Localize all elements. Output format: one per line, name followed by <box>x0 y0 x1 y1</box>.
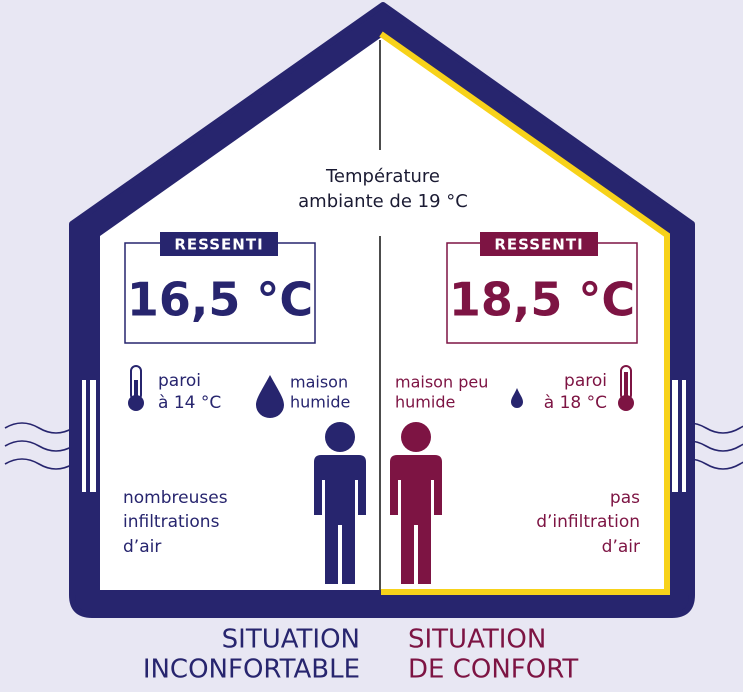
wall-temperature: à 14 °C <box>158 393 221 413</box>
wall-temperature: à 18 °C <box>544 393 607 413</box>
situation-label: SITUATION <box>408 625 546 655</box>
infographic: Température ambiante de 19 °C RESSENTI 1… <box>0 0 743 692</box>
window-right-frame <box>678 380 682 492</box>
thermometer-icon <box>128 366 144 411</box>
wall-temperature: paroi <box>158 371 201 391</box>
humidity: maison peu <box>395 373 488 392</box>
badge-label: RESSENTI <box>494 236 583 254</box>
humidity: humide <box>290 393 350 412</box>
infiltration: d’infiltration <box>536 512 640 532</box>
wall-temperature: paroi <box>564 371 607 391</box>
thermometer-icon <box>618 366 634 411</box>
infiltration: nombreuses <box>123 488 228 508</box>
window-left-frame <box>86 380 90 492</box>
center-label: Température <box>325 166 440 187</box>
humidity: humide <box>395 393 455 412</box>
situation-label: INCONFORTABLE <box>143 655 360 685</box>
page: {"center_label": ["Température", "ambian… <box>0 0 743 692</box>
felt-temperature: 16,5 °C <box>127 273 313 327</box>
infiltration: d’air <box>123 537 161 557</box>
infiltration: infiltrations <box>123 512 220 532</box>
felt-temperature: 18,5 °C <box>449 273 635 327</box>
badge-label: RESSENTI <box>174 236 263 254</box>
situation-label: SITUATION <box>222 625 360 655</box>
humidity: maison <box>290 373 348 392</box>
infiltration: pas <box>610 488 640 508</box>
situation-label: DE CONFORT <box>408 655 578 685</box>
center-label: ambiante de 19 °C <box>298 191 468 212</box>
infiltration: d’air <box>602 537 640 557</box>
